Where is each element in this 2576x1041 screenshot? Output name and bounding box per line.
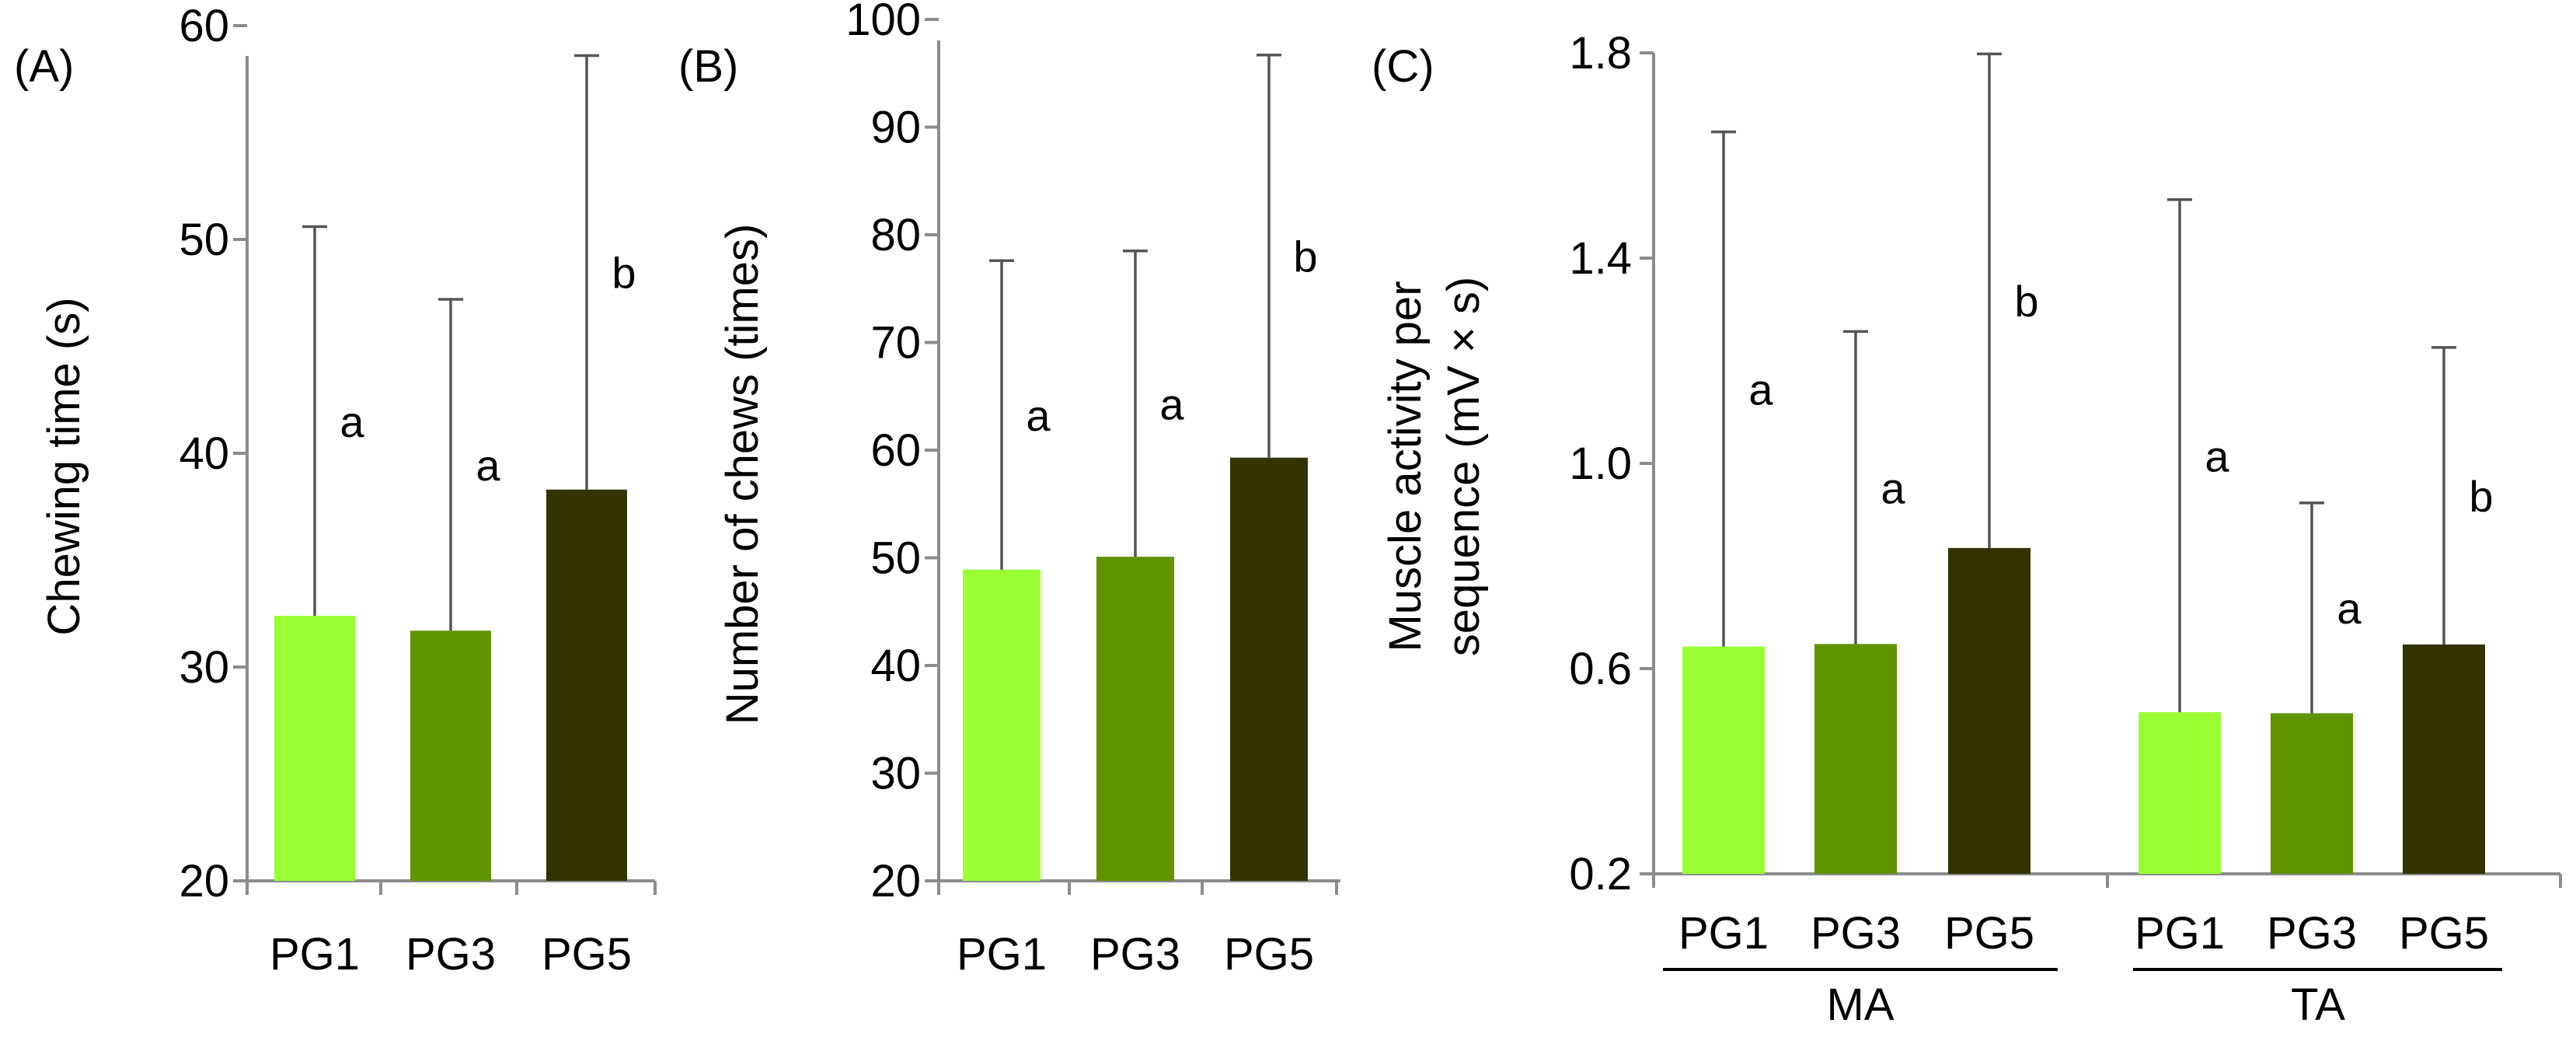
panel-b-y-tick-label: 50	[870, 533, 921, 584]
panel-b-y-tick-label: 70	[870, 318, 921, 369]
panel-b-label: (B)	[678, 41, 738, 92]
significance-label: a	[1026, 391, 1051, 440]
significance-label: b	[2469, 472, 2493, 521]
panel-c-group-label-ta: TA	[2291, 980, 2345, 1030]
bar	[1948, 547, 2030, 874]
panel-b-y-axis-title: Number of chews (times)	[717, 224, 768, 725]
panel-a-y-axis-title: Chewing time (s)	[39, 297, 89, 635]
bar	[274, 616, 355, 881]
significance-label: b	[612, 249, 636, 298]
panel-c-label: (C)	[1372, 41, 1434, 92]
bar	[1230, 457, 1308, 881]
panel-a-category-label: PG1	[270, 929, 360, 980]
panel-a-category-label: PG5	[542, 929, 632, 980]
significance-label: b	[1293, 232, 1317, 281]
panel-a-label: (A)	[14, 41, 74, 92]
panel-c-category-label: PG5	[1944, 908, 2034, 959]
panel-b-y-tick-label: 80	[870, 210, 921, 260]
panel-b-category-label: PG1	[957, 929, 1047, 980]
panel-b-y-tick-label: 100	[845, 0, 921, 45]
bar	[2139, 712, 2221, 874]
bar	[1096, 557, 1174, 881]
panel-b-y-tick-label: 20	[870, 856, 921, 907]
panel-b-y-tick-label: 30	[870, 749, 921, 799]
panel-c-y-axis-title-line-2: sequence (mV × s)	[1438, 277, 1489, 656]
panel-b-category-label: PG3	[1090, 929, 1180, 980]
significance-label: a	[2205, 431, 2229, 480]
panel-c-y-tick-label: 0.6	[1569, 644, 1632, 694]
significance-label: b	[2014, 277, 2038, 326]
panel-c-category-label: PG3	[2267, 908, 2357, 959]
panel-c-y-axis-title-line-1: Muscle activity per	[1380, 281, 1431, 651]
bar	[963, 569, 1041, 881]
significance-label: a	[1881, 463, 1905, 512]
panel-a-y-tick-label: 60	[179, 1, 229, 51]
panel-c-group-label-ma: MA	[1827, 980, 1895, 1030]
panel-a-y-tick-label: 20	[179, 856, 229, 907]
significance-label: a	[476, 441, 500, 490]
panel-b: (B) Number of chews (times) 20 30 40 50 60 70…	[678, 0, 1340, 980]
panel-b-category-label: PG5	[1224, 929, 1314, 980]
bar	[2403, 644, 2485, 874]
panel-c-category-label: PG1	[1678, 908, 1769, 959]
significance-label: a	[2337, 584, 2362, 633]
panel-a-y-tick-label: 40	[179, 428, 229, 479]
panel-b-y-tick-label: 90	[870, 103, 921, 153]
significance-label: a	[340, 397, 364, 446]
panel-c-category-label: PG5	[2399, 908, 2489, 959]
panel-a-y-tick-label: 50	[179, 215, 229, 265]
panel-c-category-label: PG3	[1811, 908, 1901, 959]
bar	[2271, 713, 2353, 874]
panel-b-y-tick-label: 40	[870, 641, 921, 691]
panel-c-y-tick-label: 1.8	[1569, 28, 1632, 79]
significance-label: a	[1159, 379, 1184, 428]
panel-c-y-tick-label: 0.2	[1569, 849, 1632, 900]
panel-a-category-label: PG3	[406, 929, 496, 980]
significance-label: a	[1748, 365, 1773, 414]
bar	[410, 631, 491, 881]
panel-c: (C) Muscle activity per sequence (mV × s…	[1372, 28, 2562, 1030]
bar	[546, 489, 627, 881]
bar	[1814, 644, 1897, 874]
panel-c-y-tick-label: 1.0	[1569, 438, 1632, 489]
panel-c-category-label: PG1	[2135, 908, 2225, 959]
panel-a-y-tick-label: 30	[179, 642, 229, 693]
bar	[1682, 646, 1765, 874]
panel-c-y-tick-label: 1.4	[1569, 233, 1632, 284]
panel-b-y-tick-label: 60	[870, 425, 921, 476]
